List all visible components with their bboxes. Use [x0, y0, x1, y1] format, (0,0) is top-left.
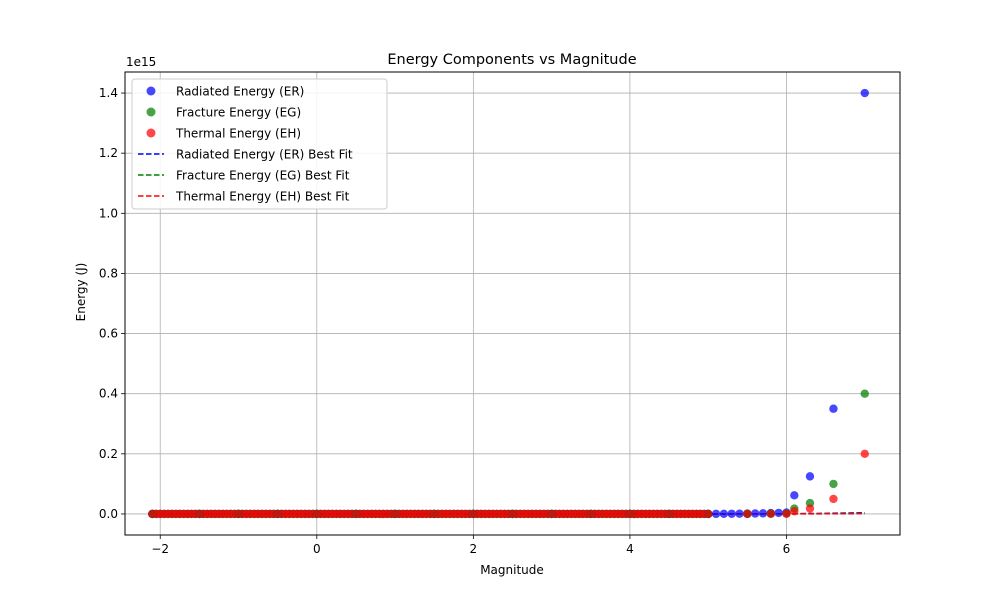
scatter-point-eh [782, 509, 791, 518]
y-tick-label: 0.8 [99, 266, 118, 280]
legend-marker-eg [146, 107, 156, 117]
plot-series [148, 88, 869, 519]
grid-lines [125, 72, 900, 535]
x-axis-ticks: −2 0 2 4 6 [151, 535, 790, 556]
x-tick-label: −2 [151, 542, 169, 556]
scatter-point-er [774, 508, 783, 518]
scatter-point-eg [860, 389, 869, 398]
legend-marker-eh [146, 128, 156, 138]
legend-marker-er [146, 86, 156, 96]
scatter-point-er [860, 88, 869, 98]
scatter-point-er [805, 472, 815, 481]
y-tick-label: 0.0 [99, 507, 118, 521]
legend-box [131, 78, 388, 210]
scatter-point-er [750, 509, 760, 518]
y-tick-label: 0.4 [99, 387, 118, 401]
scatter-point-eh [860, 449, 869, 459]
scatter-point-eh [829, 494, 838, 504]
scatter-point-eh [547, 509, 556, 519]
y-tick-label: 1.2 [99, 146, 118, 160]
scatter-point-eh [790, 507, 799, 516]
x-axis-label: Magnitude [480, 563, 544, 577]
legend: Radiated Energy (ER) Fracture Energy (EG)… [131, 78, 388, 210]
scatter-point-eh [664, 509, 674, 519]
scatter-point-eh [766, 509, 776, 519]
scatter-point-er [758, 509, 768, 518]
scatter-point-eh [743, 509, 752, 519]
scatter-point-eh [312, 509, 321, 519]
scatter-point-eg [829, 479, 838, 489]
scatter-series-eh [148, 449, 869, 519]
chart-title: Energy Components vs Magnitude [387, 52, 636, 68]
y-axis-label: Energy (J) [74, 263, 88, 322]
scatter-point-er [829, 404, 838, 413]
scatter-point-er [735, 509, 744, 518]
y-axis-ticks: 0.0 0.2 0.4 0.6 0.8 1.0 1.2 1.4 [99, 86, 125, 521]
scatter-point-eh [430, 509, 439, 519]
scatter-point-er [727, 509, 736, 518]
scatter-point-eh [508, 509, 517, 519]
scatter-point-eh [195, 509, 204, 519]
y-tick-label: 1.4 [99, 86, 118, 100]
plot-frame [124, 71, 901, 536]
legend-label: Thermal Energy (EH) [175, 127, 301, 141]
x-tick-label: 0 [313, 542, 321, 556]
y-axis-offset-label: 1e15 [126, 55, 156, 69]
scatter-point-er [790, 491, 799, 500]
x-tick-label: 6 [783, 542, 791, 556]
scatter-point-er [711, 509, 721, 519]
y-tick-label: 1.0 [99, 206, 118, 220]
x-tick-label: 2 [470, 542, 478, 556]
legend-label: Radiated Energy (ER) [176, 85, 304, 99]
y-tick-label: 0.2 [99, 447, 118, 461]
y-tick-label: 0.6 [99, 327, 118, 341]
scatter-point-eh [148, 509, 157, 519]
scatter-point-eh [625, 509, 635, 519]
x-tick-label: 4 [626, 542, 634, 556]
legend-label: Fracture Energy (EG) [176, 106, 301, 120]
legend-label: Thermal Energy (EH) Best Fit [175, 190, 350, 204]
scatter-point-eh [469, 509, 478, 519]
scatter-point-eh [273, 509, 282, 519]
legend-label: Fracture Energy (EG) Best Fit [176, 169, 350, 183]
scatter-point-eh [351, 509, 361, 519]
legend-label: Radiated Energy (ER) Best Fit [176, 148, 353, 162]
scatter-point-eh [390, 509, 400, 519]
scatter-point-eh [704, 509, 713, 519]
scatter-point-er [719, 509, 729, 519]
scatter-point-eh [234, 509, 243, 519]
scatter-point-eh [805, 504, 815, 513]
scatter-point-eh [586, 509, 595, 519]
